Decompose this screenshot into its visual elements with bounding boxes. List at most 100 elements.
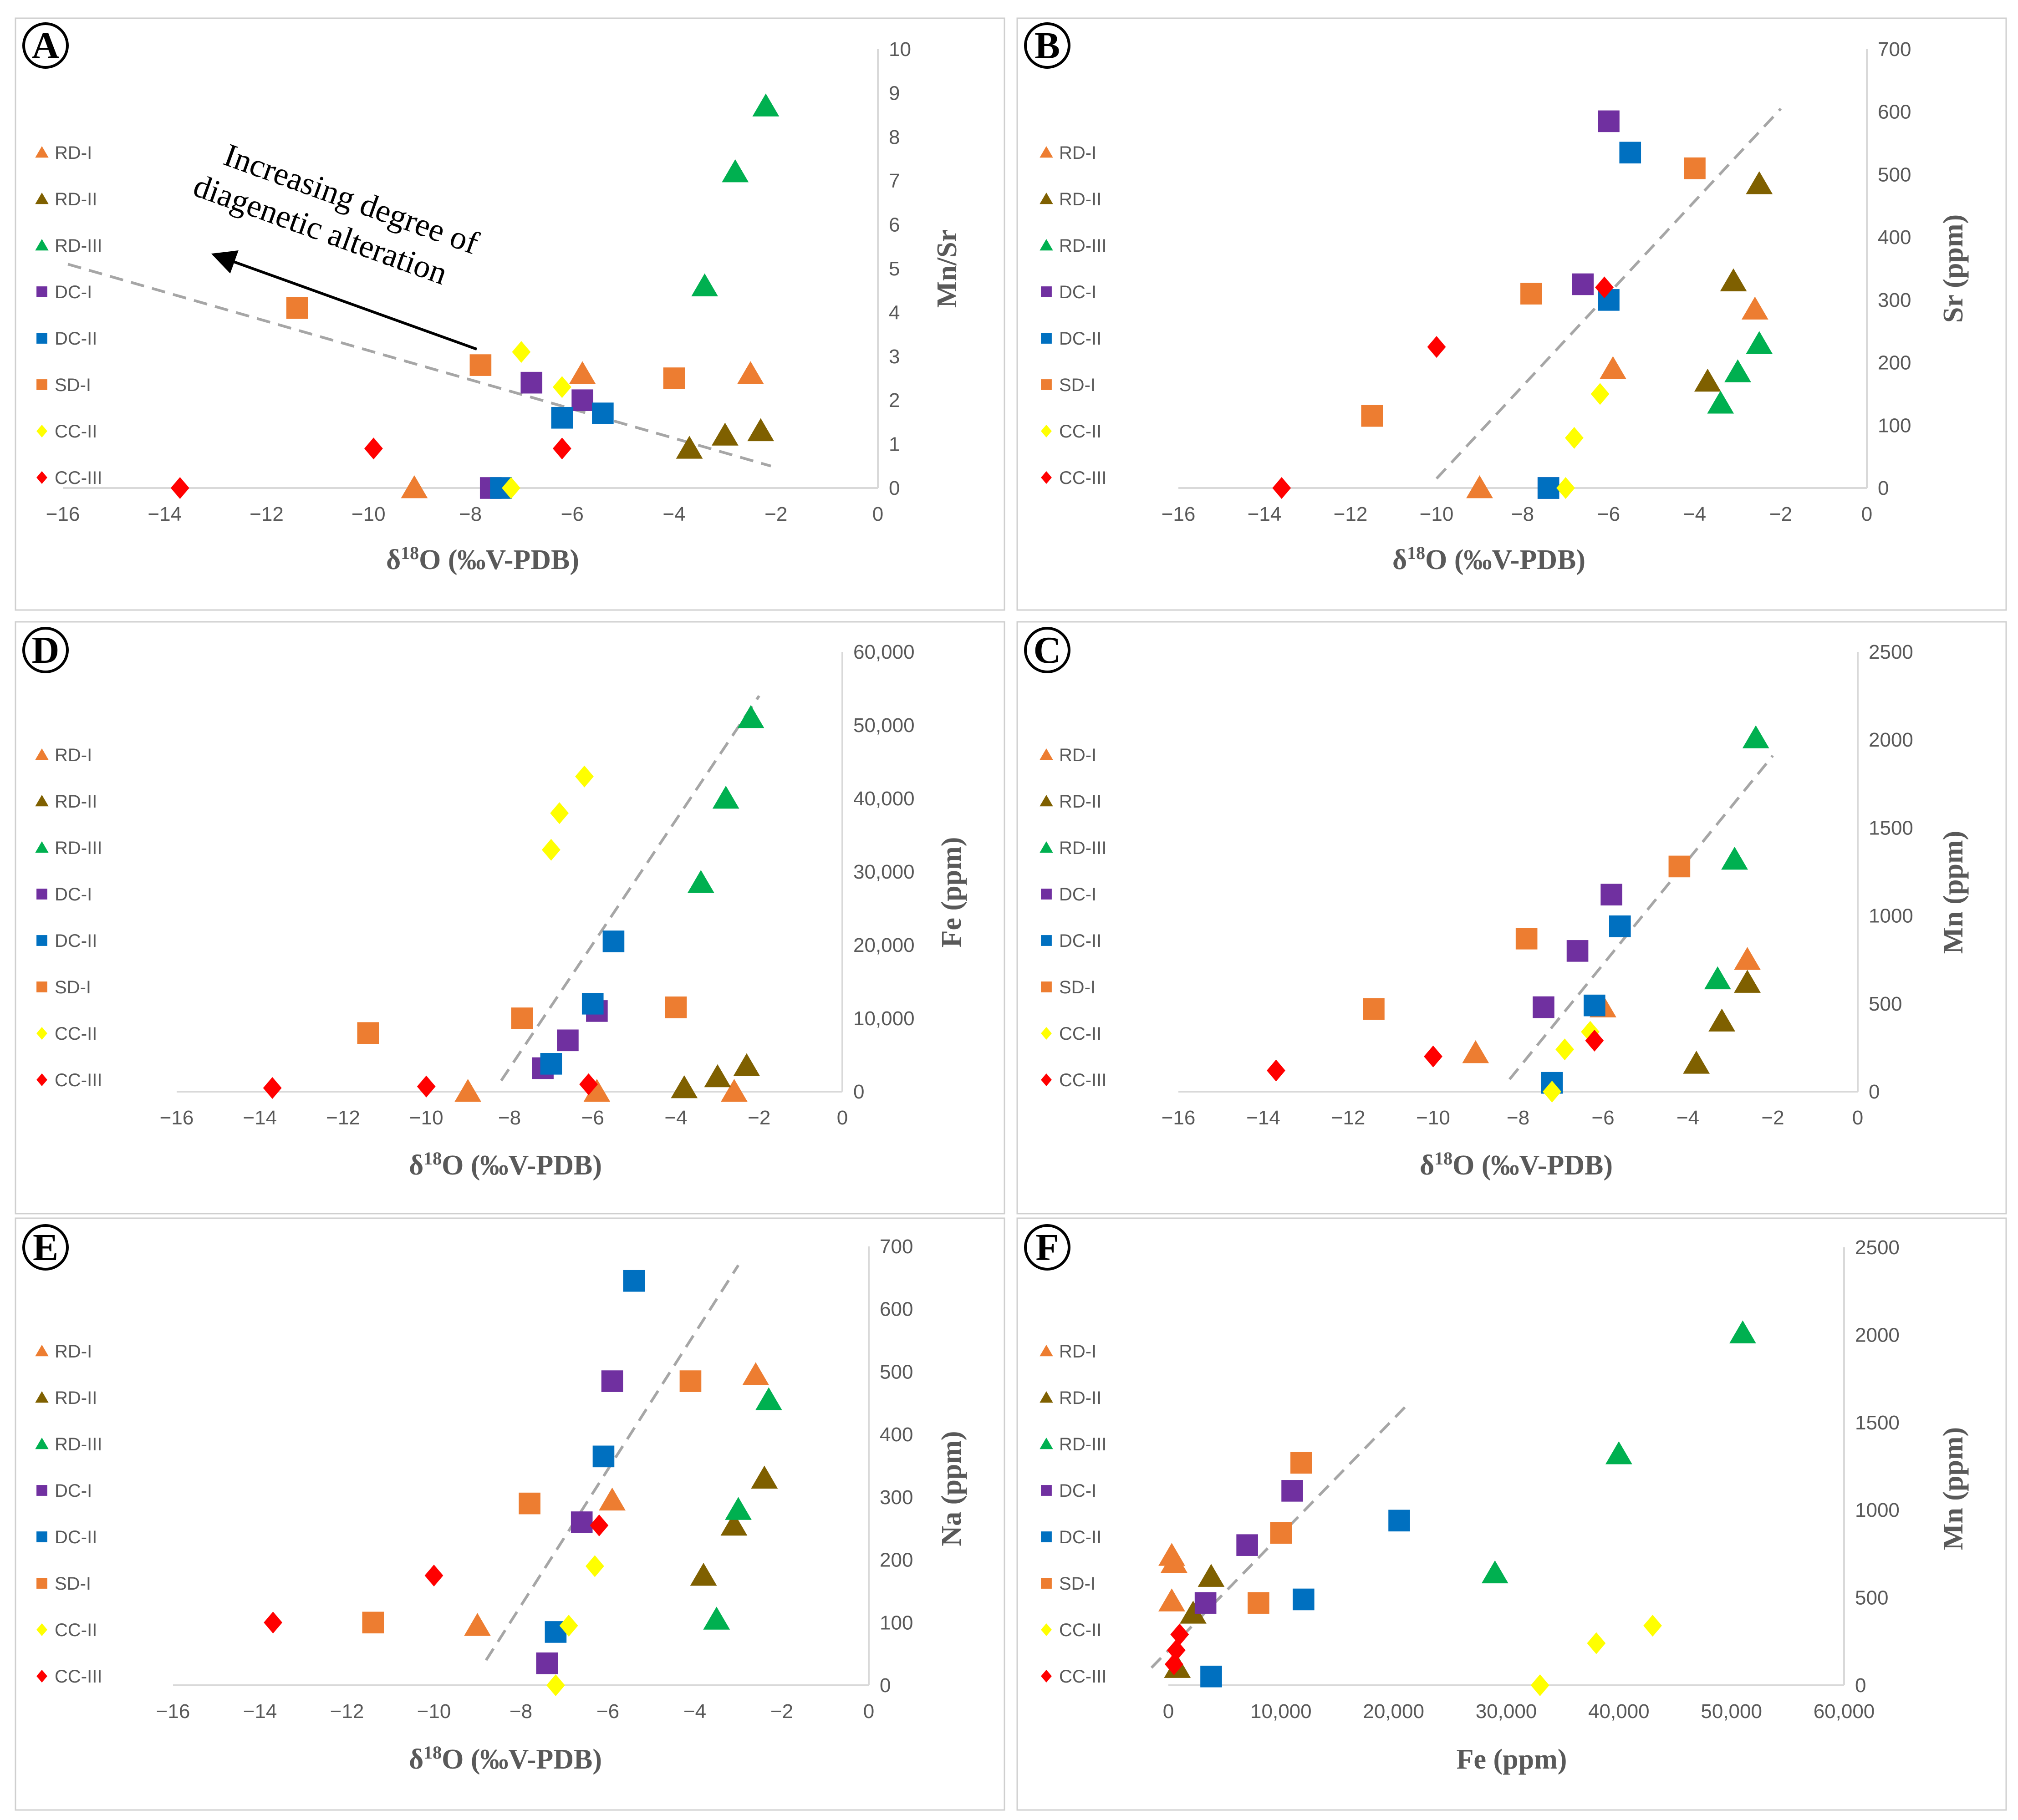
panel-E-legend-marker-RD-I xyxy=(35,1345,49,1357)
panel-F-legend-label: RD-III xyxy=(1059,1434,1106,1454)
panel-D-y-tick: 30,000 xyxy=(853,861,915,883)
panel-D-point-CC-II xyxy=(550,802,569,824)
panel-A-point-RD-I xyxy=(401,475,428,498)
panel-D-legend-item: CC-II xyxy=(36,1024,97,1044)
panel-C-label: C xyxy=(1024,627,1070,673)
panel-D-legend-label: SD-I xyxy=(55,977,91,997)
panel-E-legend-item: SD-I xyxy=(36,1574,91,1594)
panel-C-x-tick: −16 xyxy=(1162,1107,1196,1129)
panel-F-x-tick: 10,000 xyxy=(1250,1700,1312,1723)
panel-C-legend-label: RD-III xyxy=(1059,838,1106,858)
panel-D-legend-label: DC-II xyxy=(55,931,97,951)
panel-E-legend-marker-RD-III xyxy=(35,1438,49,1449)
panel-E-legend-label: DC-I xyxy=(55,1481,92,1501)
panel-F-x-tick: 20,000 xyxy=(1363,1700,1424,1723)
panel-F-series-DC-I xyxy=(1194,1480,1303,1614)
panel-A-point-SD-I xyxy=(469,354,492,376)
panel-A-legend-label: DC-II xyxy=(55,329,97,349)
panel-C-x-tick: −10 xyxy=(1416,1107,1450,1129)
panel-B-y-tick: 400 xyxy=(1878,226,1911,249)
panel-C-series-DC-I xyxy=(1533,884,1622,1018)
panel-B-label-circle xyxy=(1024,22,1070,69)
panel-F-legend-marker-RD-I xyxy=(1040,1345,1053,1357)
panel-F-point-RD-III xyxy=(1605,1441,1632,1464)
panel-C-legend-label: RD-II xyxy=(1059,792,1101,812)
panel-F-point-CC-II xyxy=(1587,1632,1606,1654)
panel-B-y-tick: 100 xyxy=(1878,414,1911,437)
panel-A-y-tick: 7 xyxy=(889,170,900,192)
panel-E-legend-label: RD-III xyxy=(55,1434,102,1454)
panel-A-x-tick: −2 xyxy=(764,503,787,525)
panel-A-legend-label: DC-I xyxy=(55,282,92,302)
panel-B-legend-item: DC-II xyxy=(1041,329,1101,349)
panel-B-series-RD-I xyxy=(1466,296,1768,498)
panel-A-legend-item: RD-III xyxy=(35,236,102,256)
panel-B-y-tick: 200 xyxy=(1878,352,1911,374)
panel-B-y-tick: 300 xyxy=(1878,289,1911,311)
panel-F-legend-marker-DC-II xyxy=(1041,1531,1052,1542)
panel-B-point-CC-II xyxy=(1556,477,1575,499)
panel-A-legend-item: RD-II xyxy=(35,189,97,209)
panel-E-legend-label: SD-I xyxy=(55,1574,91,1594)
panel-E-trendline xyxy=(485,1264,740,1661)
panel-A-series-CC-II xyxy=(502,341,571,499)
panel-D-label-circle xyxy=(22,627,69,673)
panel-D-legend-label: RD-II xyxy=(55,792,97,812)
panel-D-legend-label: DC-I xyxy=(55,885,92,905)
panel-C-point-RD-I xyxy=(1734,947,1761,970)
panel-D-label: D xyxy=(22,627,69,673)
panel-C-point-RD-II xyxy=(1683,1051,1710,1074)
panel-B-y-tick: 500 xyxy=(1878,163,1911,186)
panel-A-series-RD-I xyxy=(401,361,764,498)
panel-B-point-RD-III xyxy=(1746,331,1773,354)
panel-A-label: A xyxy=(22,22,69,69)
panel-F-series-RD-I xyxy=(1158,1543,1187,1612)
panel-B-legend-item: RD-III xyxy=(1040,236,1106,256)
panel-F-x-tick: 50,000 xyxy=(1701,1700,1762,1723)
panel-B-x-tick: −6 xyxy=(1597,503,1620,525)
panel-B-frame xyxy=(1016,17,2007,611)
panel-E-label: E xyxy=(22,1224,69,1271)
panel-B-series-RD-III xyxy=(1707,331,1773,414)
panel-F-legend: RD-I RD-II RD-III DC-I DC-II SD-I CC-II CC-III xyxy=(1040,1342,1106,1687)
panel-E-x-tick: −6 xyxy=(596,1700,619,1723)
panel-A-point-DC-I xyxy=(571,389,593,411)
panel-B-x-tick: −8 xyxy=(1511,503,1534,525)
panel-D-point-RD-III xyxy=(712,786,739,809)
panel-C-point-CC-III xyxy=(1267,1059,1285,1082)
panel-D-legend-marker-RD-II xyxy=(35,795,49,807)
panel-D-point-SD-I xyxy=(357,1022,379,1044)
panel-D: D RD-I RD-II RD-III DC-I DC-II SD-I CC-II CC-II… xyxy=(15,621,1005,1215)
panel-D-point-SD-I xyxy=(665,996,687,1018)
panel-B-legend-item: CC-III xyxy=(1041,468,1106,488)
panel-C-point-DC-I xyxy=(1566,940,1589,962)
panel-A-y-tick: 3 xyxy=(889,346,900,368)
panel-B-series-CC-II xyxy=(1556,383,1610,499)
panel-E-y-tick: 200 xyxy=(880,1549,913,1571)
panel-B-plot: −16 −14 −12 −10 −8 −6 −4 −2 00 100 200 300 400 500 600… xyxy=(1162,38,1911,525)
panel-F-legend-marker-CC-II xyxy=(1041,1623,1052,1636)
panel-A-frame xyxy=(15,17,1005,611)
panel-F-point-CC-II xyxy=(1530,1674,1549,1696)
panel-C-y-tick: 500 xyxy=(1869,993,1902,1015)
panel-D-x-tick: −12 xyxy=(326,1107,360,1129)
panel-C-x-tick: −6 xyxy=(1591,1107,1614,1129)
panel-A-x-tick: −12 xyxy=(250,503,284,525)
panel-D-series-RD-I xyxy=(454,1079,748,1102)
panel-C-series-SD-I xyxy=(1363,855,1691,1020)
panel-D-x-tick: 0 xyxy=(837,1107,848,1129)
panel-F-y-tick: 1500 xyxy=(1855,1412,1900,1434)
panel-B-legend-label: DC-II xyxy=(1059,329,1101,349)
panel-A-point-DC-I xyxy=(520,371,543,394)
panel-E-point-DC-I xyxy=(571,1511,593,1533)
panel-A-y-tick: 9 xyxy=(889,82,900,104)
panel-A-point-CC-III xyxy=(170,477,189,499)
panel-D-x-tick: −16 xyxy=(160,1107,194,1129)
panel-E-point-RD-III xyxy=(703,1606,730,1630)
panel-B-point-DC-II xyxy=(1537,477,1559,499)
panel-C-legend-marker-CC-II xyxy=(1041,1027,1052,1040)
panel-B-legend-marker-CC-II xyxy=(1041,425,1052,437)
panel-D-legend-marker-CC-III xyxy=(36,1073,47,1086)
panel-F: F RD-I RD-II RD-III DC-I DC-II SD-I CC-II CC-II… xyxy=(1016,1217,2007,1811)
panel-B-legend-marker-RD-III xyxy=(1040,239,1053,251)
